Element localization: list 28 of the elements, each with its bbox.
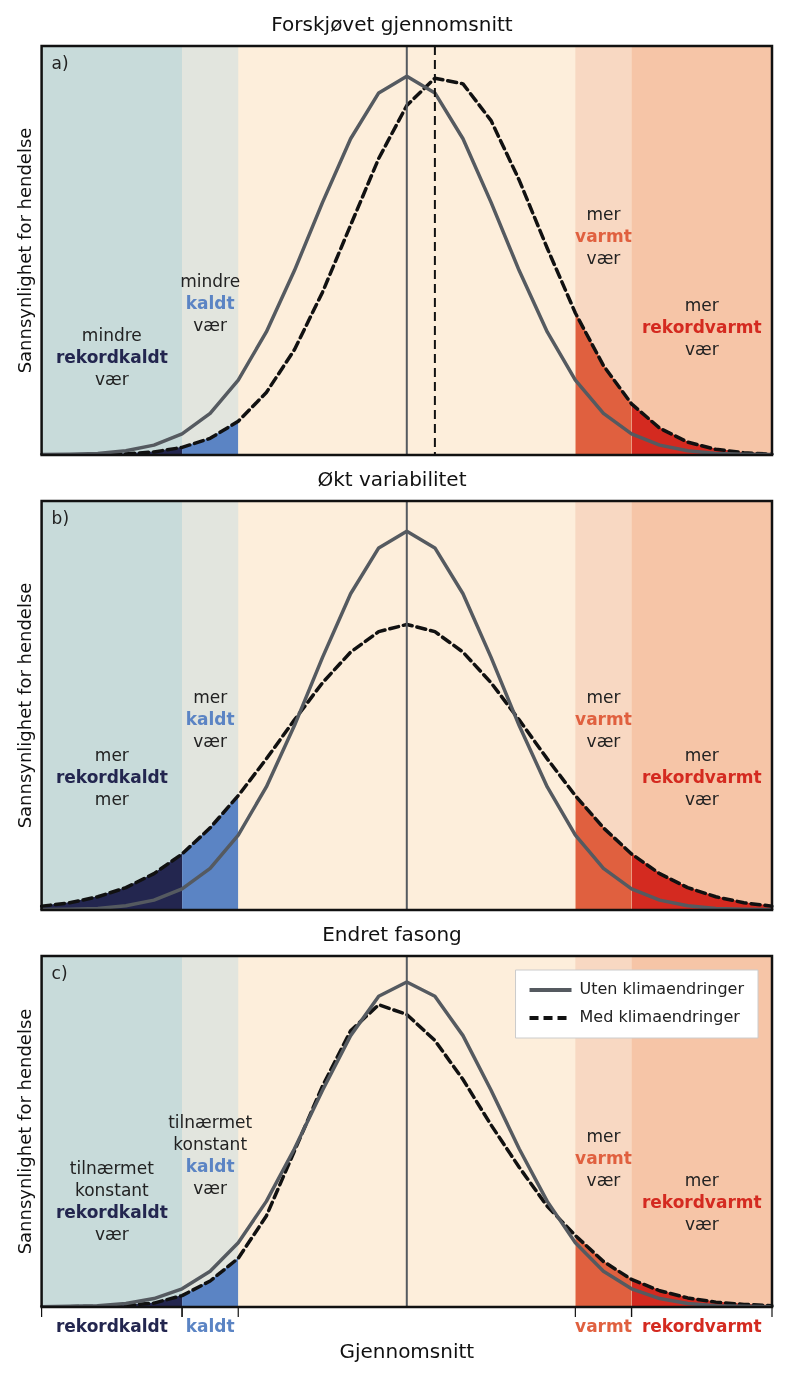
annotation: mer varmt vær [575, 686, 632, 751]
y-axis-title: Sannsynlighet for hendelse [14, 1008, 36, 1255]
annotation: mer rekordvarmt vær [641, 1170, 762, 1235]
x-axis-title: Gjennomsnitt [339, 1339, 475, 1364]
legend-label: Uten klimaendringer [579, 979, 745, 999]
text: b) [51, 507, 70, 528]
annotation: mer kaldt vær [185, 686, 235, 751]
annotation: mer varmt vær [575, 203, 632, 268]
chart-title: Endret fasong [322, 922, 462, 947]
text: kaldt [185, 1315, 235, 1336]
text: a) [51, 52, 69, 73]
y-axis-title: Sannsynlighet for hendelse [14, 127, 36, 374]
text: rekordvarmt [641, 1315, 762, 1336]
chart-title: Økt variabilitet [317, 467, 467, 492]
annotation: c) [51, 962, 68, 983]
text: rekordkaldt [55, 1315, 168, 1336]
annotation: mer varmt vær [575, 1126, 632, 1191]
annotation: mer rekordvarmt vær [641, 294, 762, 359]
annotation: mindre kaldt vær [180, 270, 241, 335]
chart-title: Forskjøvet gjennomsnitt [271, 12, 513, 37]
annotation: mer rekordvarmt vær [641, 744, 762, 809]
legend-label: Med klimaendringer [579, 1007, 741, 1027]
y-axis-title: Sannsynlighet for hendelse [14, 582, 36, 829]
annotation: tilnærmet konstant kaldt vær [168, 1111, 253, 1198]
annotation: mindre rekordkaldt vær [55, 324, 168, 389]
text: varmt [575, 1315, 632, 1336]
annotation: tilnærmet konstant rekordkaldt vær [55, 1157, 168, 1244]
annotation: mer rekordkaldt mer [55, 744, 168, 809]
